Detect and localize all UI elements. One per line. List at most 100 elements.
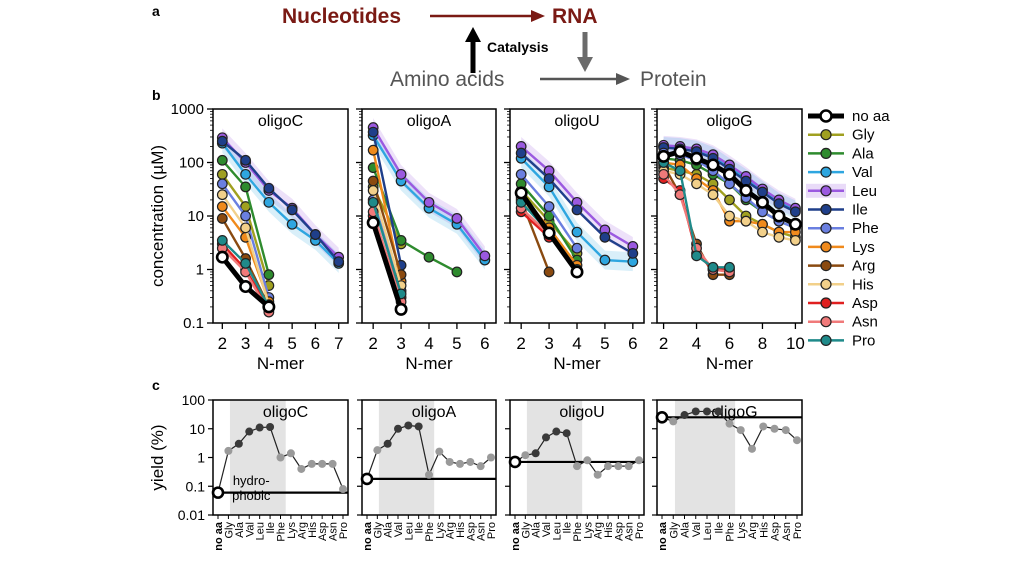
point-arg <box>216 213 228 224</box>
legend-label: Val <box>852 164 873 181</box>
legend-item: Ile <box>808 202 868 219</box>
point-no-aa <box>772 209 786 223</box>
x-tick-label: Pro <box>486 522 498 539</box>
point-phe <box>571 242 583 254</box>
x-tick-label: Gly <box>372 522 384 539</box>
point-no-aa <box>570 265 584 279</box>
point-no-aa <box>690 151 704 165</box>
point-no-aa <box>366 216 380 230</box>
line-his <box>372 190 403 286</box>
point-ile <box>240 154 251 166</box>
yield-point <box>394 424 402 433</box>
point-ile <box>599 231 611 243</box>
yield-point <box>562 429 571 438</box>
yield-point <box>624 462 633 471</box>
point-his <box>691 178 702 190</box>
legend-item: Asp <box>808 295 878 312</box>
x-tick-label: Arg <box>445 522 457 539</box>
point-pro <box>724 261 735 273</box>
point-pro <box>691 250 702 262</box>
point-ala <box>451 266 463 278</box>
point-no-aa <box>394 302 408 316</box>
yield-point <box>276 453 285 462</box>
y-tick-label: 1 <box>196 262 204 279</box>
point-no-aa <box>739 183 753 197</box>
x-tick-label: Asp <box>317 522 329 541</box>
yield-point <box>703 407 711 416</box>
legend-label: Asp <box>852 295 878 312</box>
legend-marker <box>820 203 832 216</box>
yield-point <box>573 462 581 471</box>
x-tick-label: Val <box>541 522 553 537</box>
line-pro <box>372 201 403 295</box>
legend-item: Asn <box>808 314 878 331</box>
x-tick-label: Leu <box>551 522 563 540</box>
x-axis-label: N-mer <box>706 354 754 373</box>
point-his <box>724 210 735 222</box>
legend-marker <box>820 241 832 253</box>
point-leu <box>479 250 491 262</box>
hydrophobic-annotation: phobic <box>232 488 271 503</box>
x-tick-label: Val <box>691 522 703 537</box>
point-ala <box>263 269 275 281</box>
legend-marker <box>820 166 832 178</box>
legend-label: Ala <box>852 145 874 162</box>
x-tick-label: Arg <box>593 522 605 539</box>
plot-title: oligoA <box>412 404 457 421</box>
point-his <box>740 215 752 227</box>
x-tick-label: 10 <box>786 334 805 353</box>
line-val <box>221 142 340 265</box>
amino-acids-label: Amino acids <box>390 68 504 91</box>
point-ala <box>423 251 435 263</box>
legend-label: Lys <box>852 239 875 256</box>
point-val <box>571 226 583 238</box>
legend-item: His <box>808 276 874 293</box>
x-axis-label: N-mer <box>405 354 453 373</box>
line-no-aa <box>370 221 404 311</box>
rna-down-arrowhead <box>577 57 593 72</box>
x-tick-label: no aa <box>657 521 669 551</box>
x-tick-label: Asn <box>476 522 488 541</box>
chart-oligoU: oligoU 2 3 4 5 6 N-mer <box>504 108 645 373</box>
x-tick-label: Pro <box>338 522 350 539</box>
x-tick-label: Ala <box>680 521 692 538</box>
x-tick-label: Lys <box>582 522 594 539</box>
x-tick-label: Ala <box>531 521 543 538</box>
band-val <box>373 126 485 270</box>
line-ile <box>371 131 403 266</box>
x-tick-label: Asn <box>781 522 793 541</box>
y-axis-label: yield (%) <box>148 424 167 490</box>
legend-marker <box>819 109 833 123</box>
yield-point <box>542 433 550 442</box>
point-ile <box>310 229 321 240</box>
x-tick-label: Pro <box>634 522 646 539</box>
point-phe <box>515 168 527 180</box>
x-tick-label: His <box>455 522 467 538</box>
catalysis-label: Catalysis <box>487 39 549 55</box>
point-pro <box>240 258 251 269</box>
y-tick-label: 100 <box>182 392 206 408</box>
panel-b-label: b <box>152 87 161 103</box>
x-tick-label: Gly <box>668 522 680 539</box>
yield-point <box>655 411 669 424</box>
legend-marker <box>820 297 832 309</box>
point-pro <box>216 234 228 246</box>
nucleotides-label: Nucleotides <box>282 5 401 28</box>
chart-oligoC: oligoC 0.1 1 10 100 1000 concentration (µM) 2 3 4… <box>148 101 349 373</box>
legend-marker <box>820 147 832 159</box>
yield-point <box>691 407 700 416</box>
point-ile <box>571 204 583 216</box>
x-tick-label: 3 <box>241 334 250 353</box>
point-ile <box>286 204 298 216</box>
x-tick-label: Phe <box>276 522 288 542</box>
point-his <box>367 185 379 196</box>
legend-label: His <box>852 276 874 293</box>
legend-item: Phe <box>808 220 879 237</box>
legend-marker <box>820 316 832 328</box>
point-ala <box>216 154 228 166</box>
x-tick-label: Ile <box>265 522 277 534</box>
point-ile <box>773 198 785 210</box>
yield-point <box>425 470 433 479</box>
plot-title: oligoU <box>559 404 604 421</box>
